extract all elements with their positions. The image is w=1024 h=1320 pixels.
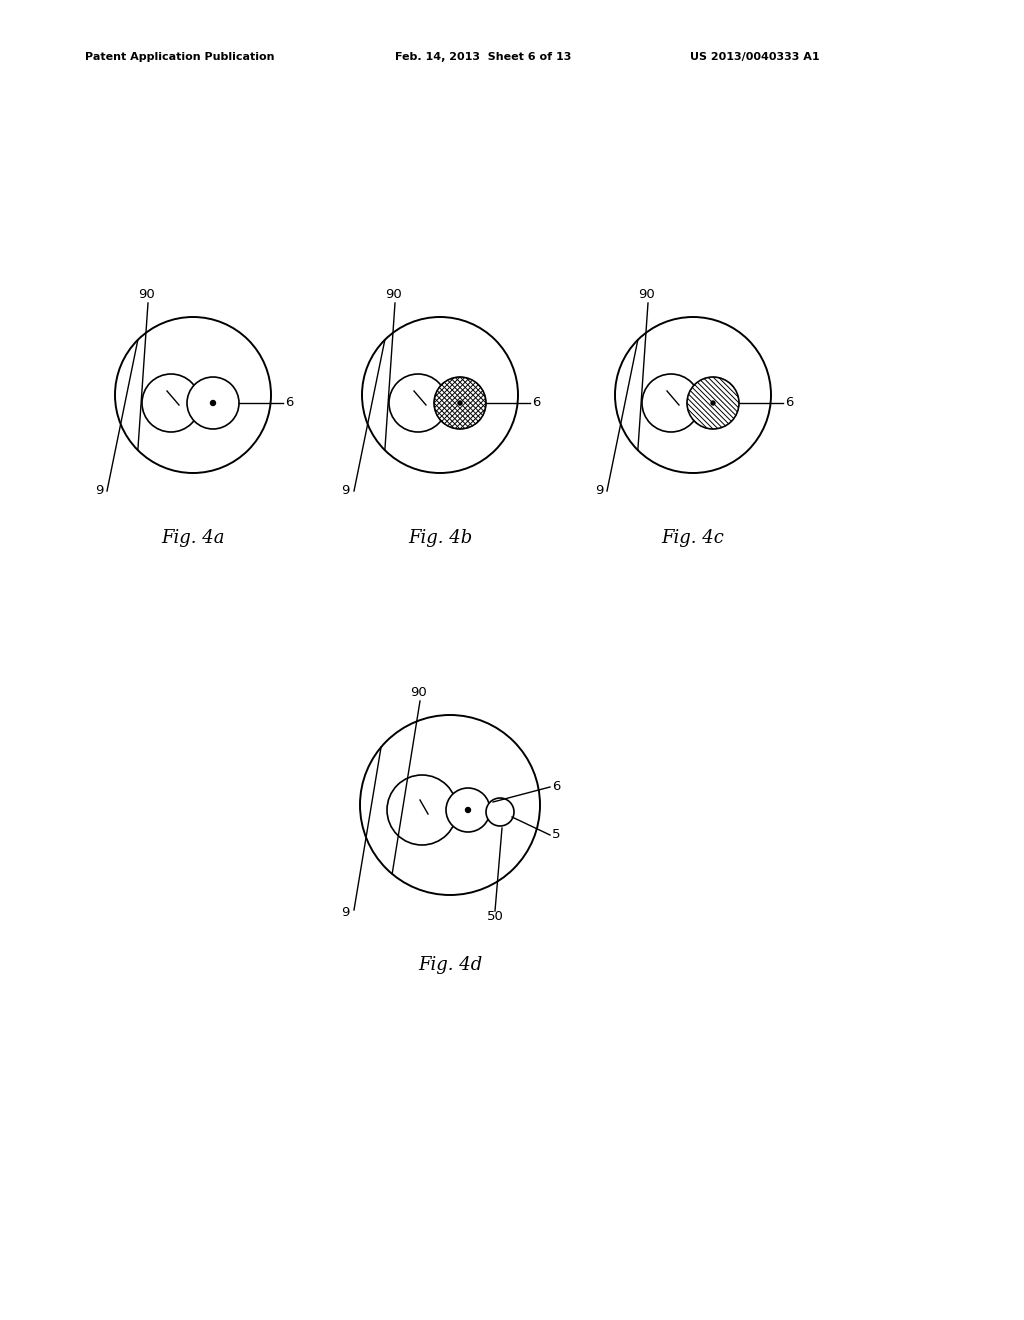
Circle shape	[142, 374, 200, 432]
Text: 90: 90	[138, 289, 155, 301]
Text: 9: 9	[595, 484, 603, 498]
Text: 90: 90	[410, 686, 427, 700]
Circle shape	[187, 378, 239, 429]
Text: 90: 90	[385, 289, 401, 301]
Circle shape	[434, 378, 486, 429]
Text: US 2013/0040333 A1: US 2013/0040333 A1	[690, 51, 819, 62]
Text: 6: 6	[532, 396, 541, 409]
Text: 5: 5	[552, 829, 560, 842]
Text: Feb. 14, 2013  Sheet 6 of 13: Feb. 14, 2013 Sheet 6 of 13	[395, 51, 571, 62]
Circle shape	[486, 799, 514, 826]
Text: 6: 6	[552, 780, 560, 793]
Text: 9: 9	[94, 484, 103, 498]
Circle shape	[446, 788, 490, 832]
Text: 50: 50	[486, 911, 504, 924]
Text: Patent Application Publication: Patent Application Publication	[85, 51, 274, 62]
Text: Fig. 4b: Fig. 4b	[408, 529, 472, 546]
Text: 90: 90	[638, 289, 654, 301]
Circle shape	[211, 400, 215, 405]
Circle shape	[687, 378, 739, 429]
Circle shape	[389, 374, 447, 432]
Text: 9: 9	[342, 484, 350, 498]
Text: Fig. 4a: Fig. 4a	[161, 529, 224, 546]
Text: Fig. 4c: Fig. 4c	[662, 529, 724, 546]
Text: 9: 9	[342, 907, 350, 920]
Circle shape	[458, 401, 462, 405]
Text: 6: 6	[785, 396, 794, 409]
Text: 6: 6	[285, 396, 293, 409]
Circle shape	[642, 374, 700, 432]
Circle shape	[387, 775, 457, 845]
Circle shape	[466, 808, 470, 813]
Circle shape	[711, 401, 715, 405]
Text: Fig. 4d: Fig. 4d	[418, 956, 482, 974]
